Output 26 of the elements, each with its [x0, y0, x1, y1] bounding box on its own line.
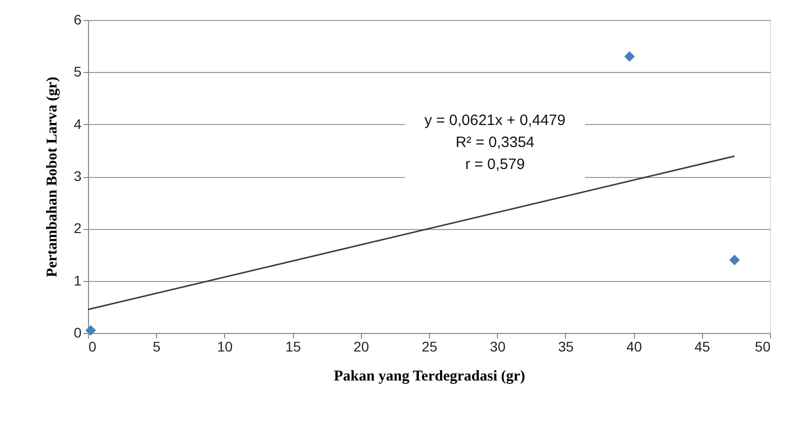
- annotation: r = 0,579: [465, 156, 525, 173]
- y-tick-label: 3: [74, 168, 82, 184]
- x-tick-label: 50: [754, 338, 771, 354]
- y-axis-title: Pertambahan Bobot Larva (gr): [44, 76, 61, 278]
- y-tick-label: 2: [74, 220, 82, 236]
- x-tick-label: 45: [694, 338, 710, 354]
- x-tick-label: 10: [217, 338, 233, 354]
- x-tick-label: 5: [152, 338, 161, 354]
- x-axis-title: Pakan yang Terdegradasi (gr): [334, 368, 526, 384]
- y-tick-label: 5: [74, 64, 82, 80]
- y-tick-label: 1: [74, 272, 82, 288]
- x-tick-label: 20: [354, 338, 370, 354]
- x-tick-label: 0: [88, 338, 96, 354]
- y-tick-label: 0: [74, 324, 82, 340]
- annotation: y = 0,0621x + 0,4479: [424, 112, 566, 129]
- point: [729, 254, 740, 266]
- point: [624, 51, 635, 62]
- annotation: R² = 0,3354: [456, 134, 534, 151]
- y-tick-label: 4: [74, 116, 82, 132]
- y-tick-label: 6: [74, 12, 82, 28]
- x-tick-label: 30: [490, 338, 506, 354]
- x-tick-label: 35: [558, 338, 574, 354]
- x-tick-label: 25: [422, 338, 438, 354]
- x-tick-label: 15: [285, 338, 302, 354]
- point: [85, 325, 96, 336]
- x-tick-label: 40: [626, 338, 642, 354]
